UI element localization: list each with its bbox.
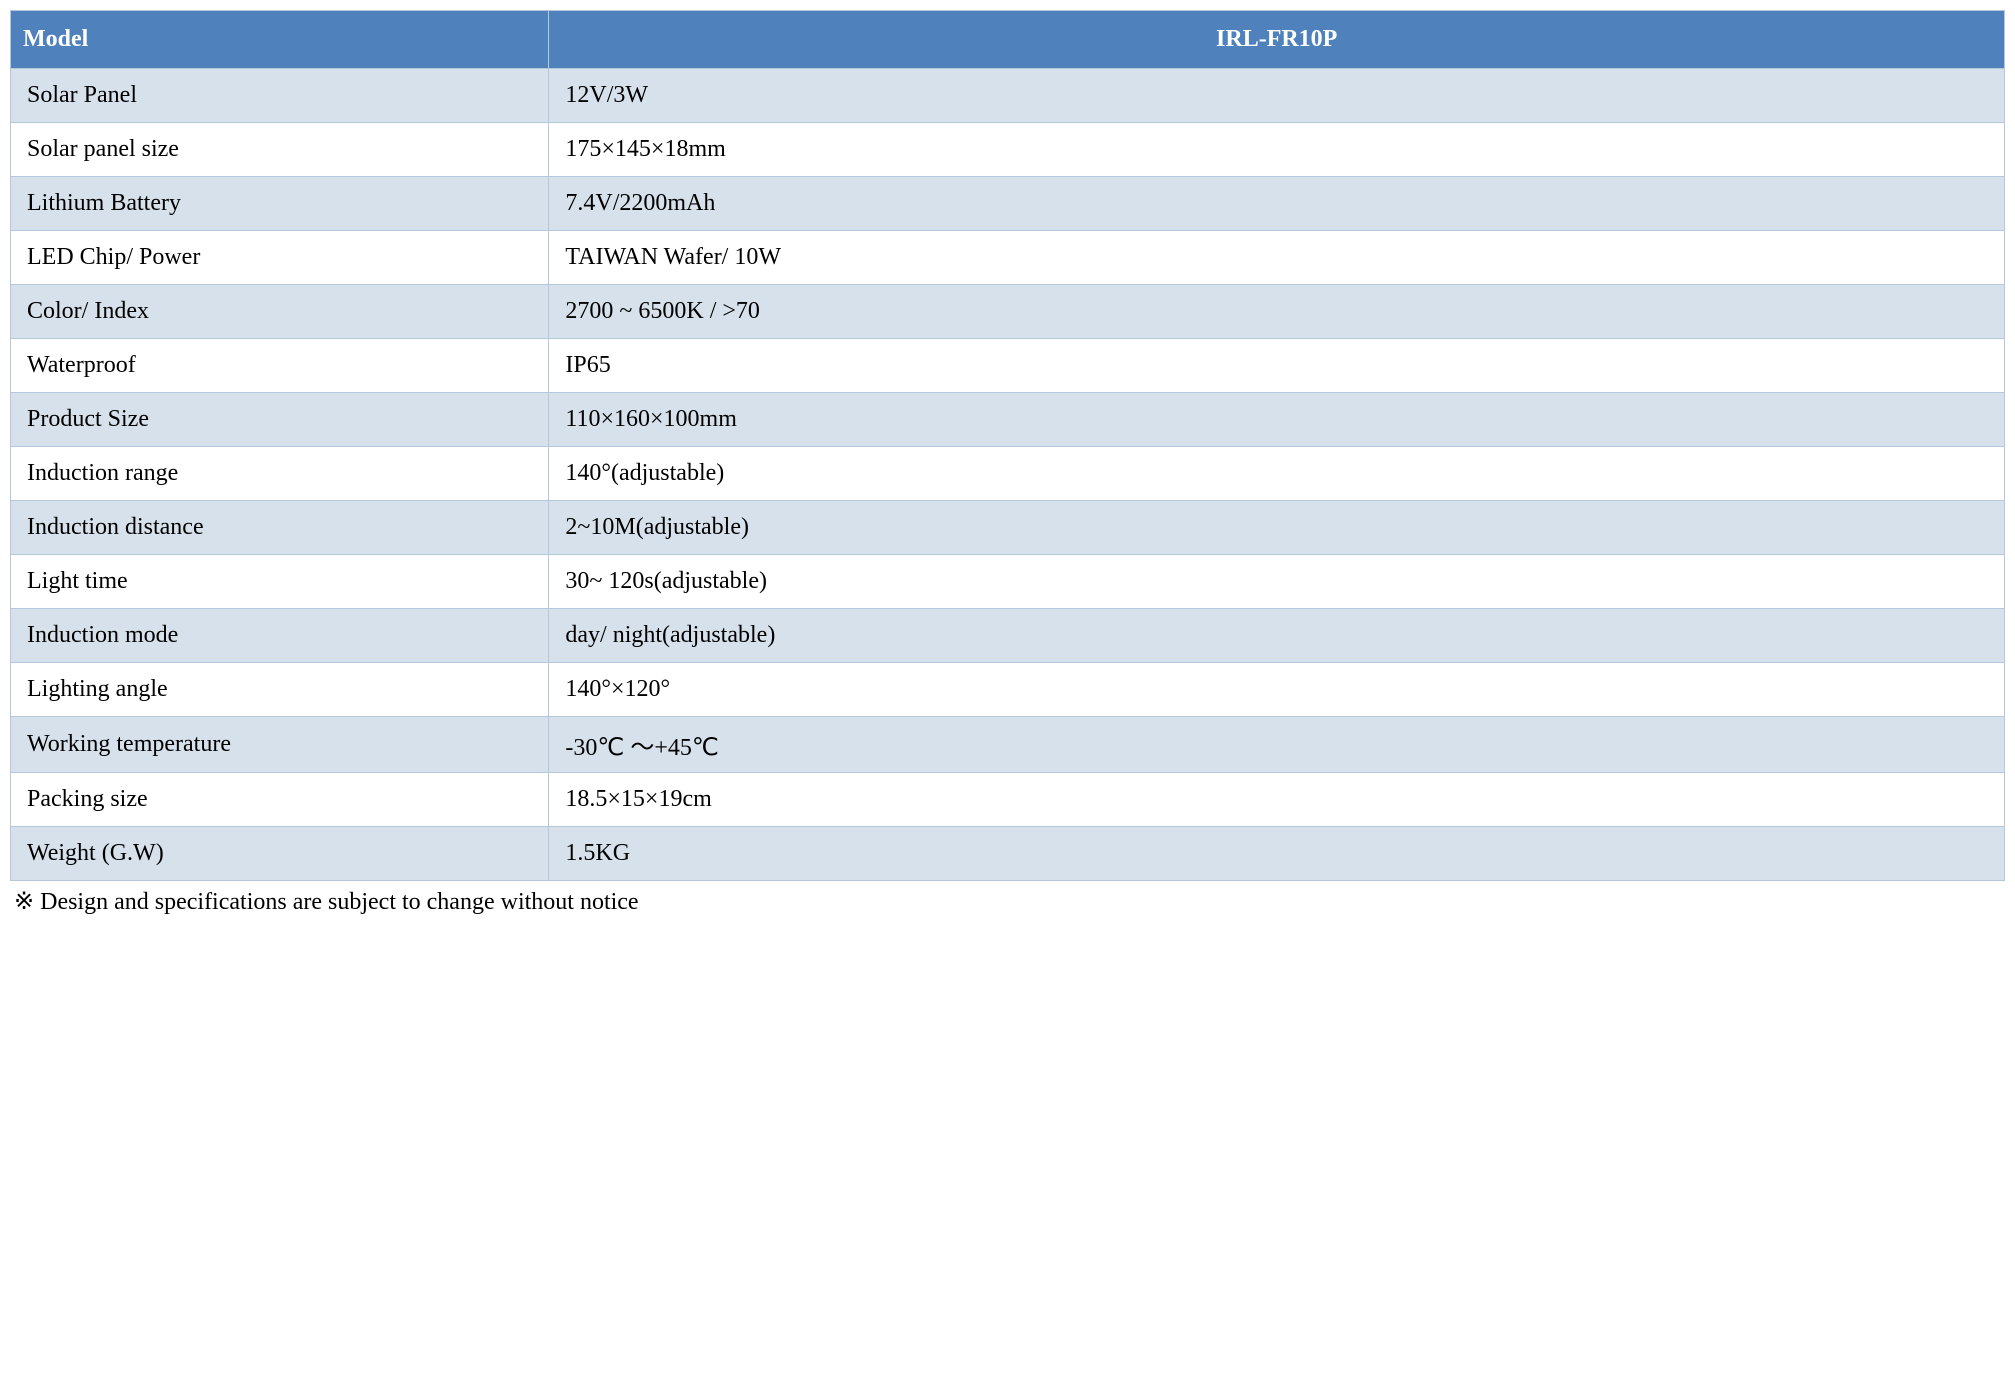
header-value-col: IRL-FR10P: [549, 11, 2005, 69]
row-value: 2700 ~ 6500K / >70: [549, 285, 2005, 339]
footnote: ※ Design and specifications are subject …: [10, 881, 2005, 922]
row-label: Solar panel size: [11, 123, 549, 177]
row-value: IP65: [549, 339, 2005, 393]
row-value: 140°×120°: [549, 663, 2005, 717]
table-row: Color/ Index 2700 ~ 6500K / >70: [11, 285, 2005, 339]
header-label-col: Model: [11, 11, 549, 69]
row-value: 1.5KG: [549, 827, 2005, 881]
row-value: 7.4V/2200mAh: [549, 177, 2005, 231]
table-row: Packing size 18.5×15×19cm: [11, 773, 2005, 827]
table-row: Solar panel size 175×145×18mm: [11, 123, 2005, 177]
row-value: TAIWAN Wafer/ 10W: [549, 231, 2005, 285]
row-label: Induction range: [11, 447, 549, 501]
table-row: Product Size 110×160×100mm: [11, 393, 2005, 447]
row-label: Lighting angle: [11, 663, 549, 717]
row-value: -30℃ ～+45℃: [549, 717, 2005, 773]
row-value: 2~10M(adjustable): [549, 501, 2005, 555]
table-row: Light time 30~ 120s(adjustable): [11, 555, 2005, 609]
table-row: Induction mode day/ night(adjustable): [11, 609, 2005, 663]
row-label: Working temperature: [11, 717, 549, 773]
row-value: 30~ 120s(adjustable): [549, 555, 2005, 609]
row-label: Waterproof: [11, 339, 549, 393]
row-label: LED Chip/ Power: [11, 231, 549, 285]
table-row: Lighting angle 140°×120°: [11, 663, 2005, 717]
table-row: Solar Panel 12V/3W: [11, 69, 2005, 123]
row-value: 140°(adjustable): [549, 447, 2005, 501]
row-label: Color/ Index: [11, 285, 549, 339]
table-header-row: Model IRL-FR10P: [11, 11, 2005, 69]
table-row: Waterproof IP65: [11, 339, 2005, 393]
row-label: Induction mode: [11, 609, 549, 663]
table-row: Induction distance 2~10M(adjustable): [11, 501, 2005, 555]
row-value: 175×145×18mm: [549, 123, 2005, 177]
table-row: Lithium Battery 7.4V/2200mAh: [11, 177, 2005, 231]
row-value: 18.5×15×19cm: [549, 773, 2005, 827]
row-value: day/ night(adjustable): [549, 609, 2005, 663]
table-row: Induction range 140°(adjustable): [11, 447, 2005, 501]
row-label: Induction distance: [11, 501, 549, 555]
table-row: LED Chip/ Power TAIWAN Wafer/ 10W: [11, 231, 2005, 285]
table-row: Weight (G.W) 1.5KG: [11, 827, 2005, 881]
row-label: Weight (G.W): [11, 827, 549, 881]
row-value: 110×160×100mm: [549, 393, 2005, 447]
spec-table: Model IRL-FR10P Solar Panel 12V/3W Solar…: [10, 10, 2005, 881]
row-label: Packing size: [11, 773, 549, 827]
row-label: Product Size: [11, 393, 549, 447]
row-label: Solar Panel: [11, 69, 549, 123]
table-body: Solar Panel 12V/3W Solar panel size 175×…: [11, 69, 2005, 881]
row-value: 12V/3W: [549, 69, 2005, 123]
row-label: Lithium Battery: [11, 177, 549, 231]
row-label: Light time: [11, 555, 549, 609]
table-row: Working temperature -30℃ ～+45℃: [11, 717, 2005, 773]
